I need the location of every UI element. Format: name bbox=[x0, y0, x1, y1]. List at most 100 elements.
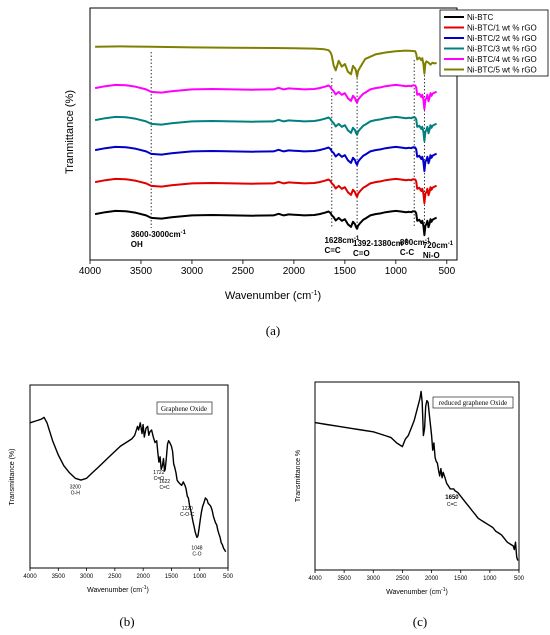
panel-c-x-axis-title-end: ) bbox=[446, 589, 448, 596]
x-tick-label: 2500 bbox=[396, 576, 410, 582]
x-tick-label: 500 bbox=[438, 266, 455, 277]
series-line bbox=[95, 45, 437, 78]
panel-b-x-axis-title-main: Wavenumber (cm bbox=[87, 587, 142, 594]
peak-annotation-group: C=C bbox=[324, 246, 340, 255]
panel-b-x-ticks: 4000 3500 3000 2500 2000 1500 1000 500 bbox=[23, 568, 234, 580]
series-line bbox=[94, 209, 438, 237]
x-tick-label: 4000 bbox=[308, 576, 322, 582]
peak-annotation-group: C=O bbox=[154, 476, 165, 482]
peak-annotation: 800cm-1 bbox=[400, 238, 431, 247]
series-line bbox=[94, 83, 438, 111]
panel-a-x-ticks: 4000 3500 3000 2500 2000 1500 1000 500 bbox=[79, 260, 456, 277]
peak-annotation: 1628cm-1 bbox=[324, 236, 359, 245]
panel-c-series bbox=[314, 390, 519, 561]
x-tick-label: 4000 bbox=[23, 574, 37, 580]
peak-annotation-group: C-O-C bbox=[180, 512, 195, 518]
x-tick-label: 1500 bbox=[165, 574, 179, 580]
x-tick-label: 3000 bbox=[181, 266, 204, 277]
peak-annotation-group: Ni-O bbox=[423, 251, 440, 260]
x-tick-label: 500 bbox=[514, 576, 525, 582]
panel-c-x-ticks: 4000 3500 3000 2500 2000 1500 1000 500 bbox=[308, 570, 525, 582]
peak-annotation: 1048 bbox=[191, 545, 202, 551]
panel-c: 4000 3500 3000 2500 2000 1500 1000 500 1650C=C … bbox=[295, 381, 525, 629]
panel-c-label-box-text: reduced graphene Oxide bbox=[439, 399, 507, 407]
panel-b-x-axis-title-end: ) bbox=[147, 587, 149, 594]
peak-annotation-group: C=C bbox=[447, 502, 458, 508]
series-line bbox=[314, 390, 519, 561]
panel-a-x-axis-title-sup: -1 bbox=[311, 290, 317, 297]
x-tick-label: 3000 bbox=[80, 574, 94, 580]
peak-annotation-group: OH bbox=[131, 240, 143, 249]
x-tick-label: 1000 bbox=[385, 266, 408, 277]
x-tick-label: 4000 bbox=[79, 266, 102, 277]
panel-c-label: (c) bbox=[413, 614, 427, 629]
panel-c-x-axis-title: Wavenumber (cm-1) bbox=[386, 587, 448, 596]
x-tick-label: 500 bbox=[223, 574, 234, 580]
panel-b-label: (b) bbox=[119, 614, 134, 629]
peak-annotation: 1220 bbox=[182, 506, 193, 512]
panel-b-y-axis-title: Transmittance (%) bbox=[9, 449, 16, 506]
legend-label: Ni-BTC/2 wt % rGO bbox=[467, 34, 537, 43]
x-tick-label: 2000 bbox=[283, 266, 306, 277]
x-tick-label: 2500 bbox=[232, 266, 255, 277]
panel-c-x-axis-title-main: Wavenumber (cm bbox=[386, 589, 441, 596]
panel-c-plot-frame bbox=[314, 381, 520, 571]
x-tick-label: 3500 bbox=[52, 574, 66, 580]
peak-annotation: 1622 bbox=[159, 479, 170, 485]
legend-label: Ni-BTC/5 wt % rGO bbox=[467, 66, 537, 75]
x-tick-label: 3500 bbox=[130, 266, 153, 277]
peak-annotation: 1650 bbox=[445, 495, 459, 501]
panel-a-y-axis-title: Tranmittance (%) bbox=[64, 90, 76, 174]
x-tick-label: 1500 bbox=[454, 576, 468, 582]
peak-annotation-group: C=C bbox=[159, 485, 170, 491]
panel-b-label-box-text: Graphene Oxide bbox=[161, 405, 207, 413]
peak-annotation-group: C-C bbox=[400, 248, 414, 257]
panel-a-label: (a) bbox=[266, 323, 280, 338]
x-tick-label: 2000 bbox=[425, 576, 439, 582]
panel-b-label-box bbox=[156, 401, 213, 415]
peak-annotation: 720cm-1 bbox=[423, 241, 454, 250]
series-line bbox=[94, 115, 438, 143]
panel-a-x-axis-title: Wavenumber (cm-1) bbox=[225, 290, 321, 302]
panel-a-x-axis-title-end: ) bbox=[317, 290, 321, 302]
x-tick-label: 2500 bbox=[108, 574, 122, 580]
panel-a-reference-lines bbox=[150, 52, 425, 228]
peak-annotation: 3600-3000cm-1 bbox=[131, 230, 187, 239]
peak-annotation: 3200 bbox=[70, 484, 81, 490]
panel-a-series bbox=[94, 45, 438, 237]
panel-a-plot-frame bbox=[89, 7, 458, 261]
x-tick-label: 3000 bbox=[367, 576, 381, 582]
peak-annotation: 1392-1380cm-1 bbox=[353, 239, 409, 248]
legend-label: Ni-BTC/1 wt % rGO bbox=[467, 24, 537, 33]
panel-b-series bbox=[29, 416, 227, 553]
panel-a-x-axis-title-main: Wavenumber (cm bbox=[225, 290, 311, 302]
peak-annotation-group: C-O bbox=[192, 551, 201, 557]
panel-b-plot-frame bbox=[29, 384, 229, 569]
x-tick-label: 1500 bbox=[334, 266, 357, 277]
peak-annotation: 1722 bbox=[153, 470, 164, 476]
panel-b-x-axis-title-sup: -1 bbox=[142, 585, 147, 591]
legend-label: Ni-BTC/4 wt % rGO bbox=[467, 55, 537, 64]
x-tick-label: 1000 bbox=[193, 574, 207, 580]
x-tick-label: 2000 bbox=[136, 574, 150, 580]
legend-label: Ni-BTC bbox=[467, 13, 493, 22]
panel-c-x-axis-title-sup: -1 bbox=[441, 587, 446, 593]
panel-b-x-axis-title: Wavenumber (cm-1) bbox=[87, 585, 149, 594]
peak-annotation-group: C=O bbox=[353, 249, 370, 258]
series-line bbox=[94, 177, 438, 205]
panel-a-legend-box bbox=[439, 9, 549, 77]
panel-c-y-axis-title: Transmittance % bbox=[295, 450, 302, 502]
legend-label: Ni-BTC/3 wt % rGO bbox=[467, 45, 537, 54]
series-line bbox=[94, 145, 438, 173]
panel-a-annotations: 3600-3000cm-1OH 1628cm-1C=C 1392-1380cm-1C… bbox=[131, 230, 454, 260]
x-tick-label: 1000 bbox=[483, 576, 497, 582]
series-line bbox=[29, 416, 227, 553]
peak-annotation-group: O-H bbox=[71, 490, 81, 496]
x-tick-label: 3500 bbox=[337, 576, 351, 582]
panel-a: 4000 3500 3000 2500 2000 1500 1000 500 3600-300… bbox=[64, 7, 549, 338]
